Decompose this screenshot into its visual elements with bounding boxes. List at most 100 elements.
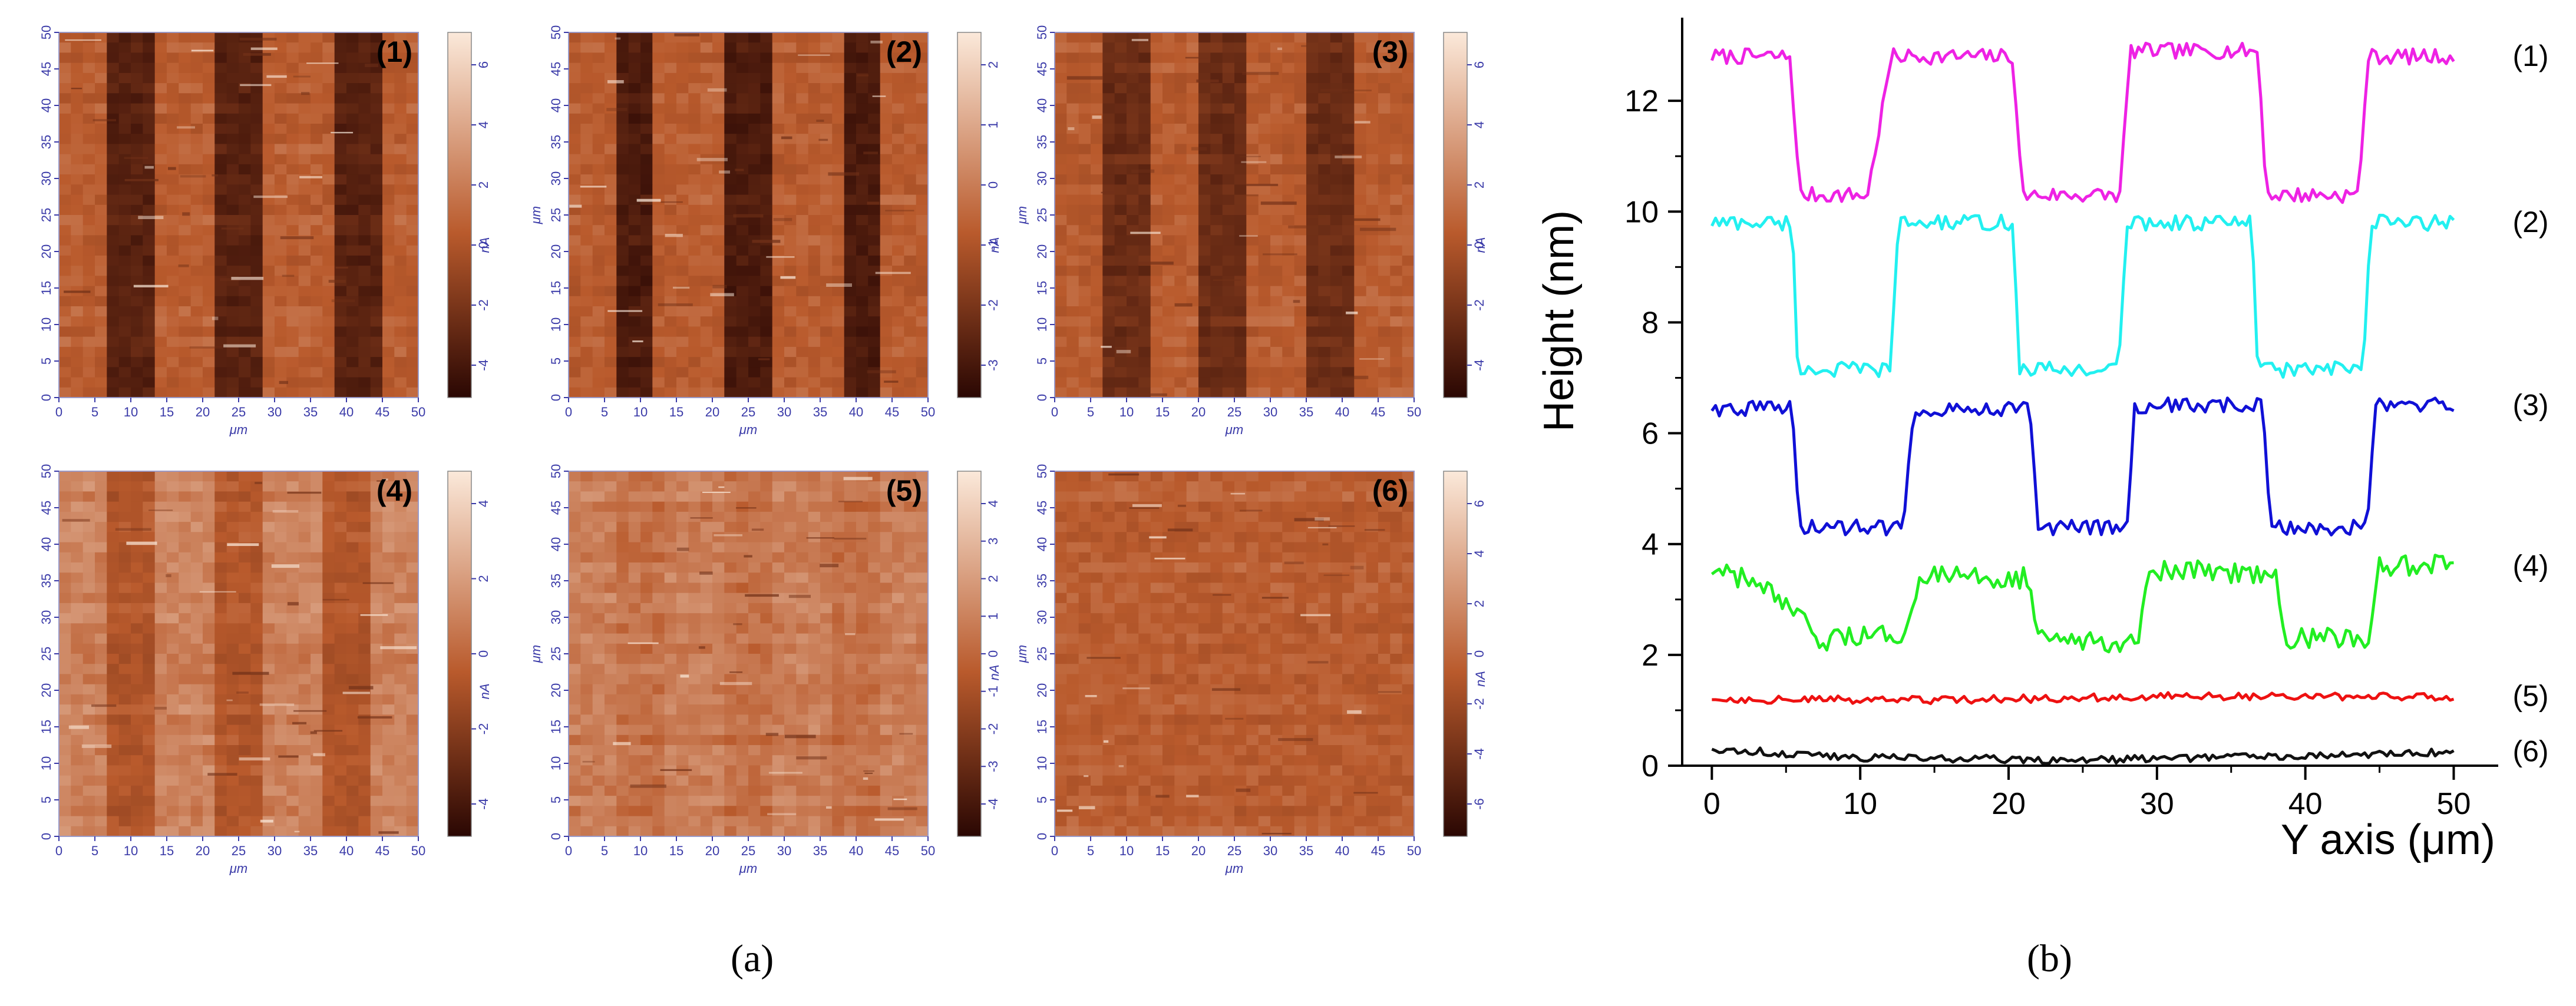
x-tick-label: 15 [1155,843,1170,858]
colorbar [957,471,982,837]
y-tick-label: 5 [1035,796,1049,803]
series-line-4 [1710,554,2454,654]
y-tick-label: 25 [1035,647,1049,661]
colorbar-unit: nA [477,237,492,253]
series-label-1: (1) [2512,39,2548,72]
colorbar [1443,471,1468,837]
x-tick-label: 20 [705,843,719,858]
colorbar-tick-label: 4 [1472,121,1487,128]
colorbar-tick-label: -3 [986,760,1000,772]
y-tick-label: 50 [1035,464,1049,478]
series-line-3 [1710,396,2455,537]
colorbar-tick-label: -2 [1472,299,1487,311]
x-axis-label: μm [1225,422,1243,437]
y-tick-label: 10 [549,756,563,770]
x-tick-label: 35 [813,843,827,858]
y-tick-label: 0 [39,833,54,840]
colorbar-tick-label: -1 [986,239,1000,251]
y-tick-label: 40 [1035,537,1049,551]
x-axis-label: Y axis (μm) [2281,816,2495,863]
x-tick-label: 25 [741,843,755,858]
y-tick-label: 5 [549,796,563,803]
y-tick-label: 35 [549,135,563,149]
colorbar-tick-label: 1 [986,613,1000,620]
y-tick-label: 25 [549,647,563,661]
colorbar-tick-label: -4 [986,798,1000,810]
y-axis-label: μm [529,206,543,224]
colorbar-tick-label: 2 [1472,181,1487,188]
y-tick-label: 5 [1035,358,1049,365]
y-tick-label: 15 [39,720,54,734]
x-tick-label: 40 [339,843,354,858]
colorbar-tick-label: -2 [476,723,491,735]
y-axis-label: μm [1015,206,1029,224]
x-tick-label: 10 [1119,405,1134,419]
x-tick-label: 45 [885,843,899,858]
y-tick-label: 0 [1035,833,1049,840]
x-tick-label: 35 [303,405,318,419]
y-axis-label: μm [529,645,543,663]
colorbar-tick-label: -4 [476,798,491,810]
x-tick-label: 30 [1263,843,1277,858]
y-tick-label: 45 [1035,501,1049,515]
x-tick-label: 0 [55,405,62,419]
colorbar-tick-label: -3 [986,359,1000,371]
y-tick-label: 20 [39,683,54,697]
x-tick-label: 40 [339,405,354,419]
y-tick-label: 30 [1035,610,1049,624]
y-tick-label: 4 [1642,528,1659,562]
x-tick-label: 40 [849,405,863,419]
x-tick-label: 5 [1087,843,1094,858]
x-tick-label: 25 [232,843,246,858]
y-tick-label: 15 [549,281,563,295]
afm-map-6: 0 5 10 15 20 25 30 35 40 45 50μm051015202530354045… [1015,464,1488,876]
map-label: (4) [377,474,412,507]
colorbar-tick-label: 2 [476,181,491,188]
y-tick-label: 40 [39,98,54,112]
panel-b-height-profile-chart: 0 10 20 30 40 50 0 2 4 6 8 10 12 Y axis (μm) Height (n… [1535,18,2549,863]
x-tick-label: 30 [267,405,282,419]
y-tick-label: 50 [549,464,563,478]
y-tick-label: 0 [1642,749,1659,783]
x-axis-label: μm [739,422,757,437]
y-tick-label: 15 [549,720,563,734]
colorbar-tick-label: -2 [986,723,1000,735]
x-tick-label: 35 [813,405,827,419]
afm-map-3: 0 5 10 15 20 25 30 35 40 45 50μm051015202530354045… [1015,25,1488,437]
x-tick-label: 50 [1407,843,1421,858]
colorbar-tick-label: 4 [476,121,491,128]
x-tick-label: 15 [669,843,683,858]
y-tick-label: 10 [39,317,54,332]
x-tick-label: 10 [1843,787,1877,821]
x-tick-label: 10 [1119,843,1134,858]
x-tick-label: 40 [849,843,863,858]
x-tick-label: 15 [1155,405,1170,419]
x-tick-label: 15 [160,843,174,858]
y-tick-label: 45 [39,62,54,76]
map-label: (2) [886,35,922,68]
colorbar-tick-label: 2 [476,575,491,582]
y-tick-label: 2 [1642,638,1659,673]
x-tick-label: 30 [777,405,791,419]
colorbar-tick-label: 6 [476,61,491,68]
panel-b-label: (b) [2027,937,2072,980]
afm-map-5: 0 5 10 15 20 25 30 35 40 45 50μm051015202530354045… [529,464,1002,876]
y-tick-label: 35 [39,135,54,149]
colorbar-tick-label: 0 [1472,650,1487,657]
x-tick-label: 30 [267,843,282,858]
x-tick-label: 50 [2437,787,2471,821]
colorbar [447,471,472,837]
x-tick-label: 5 [601,405,608,419]
y-tick-label: 0 [549,833,563,840]
y-tick-label: 50 [39,25,54,39]
x-tick-label: 40 [1335,405,1349,419]
x-tick-label: 30 [1263,405,1277,419]
colorbar-tick-label: -6 [1472,798,1487,810]
colorbar-tick-label: -2 [1472,698,1487,710]
series-line-6 [1711,746,2455,765]
series-label-2: (2) [2512,206,2548,239]
colorbar-unit: nA [987,664,1002,680]
colorbar-unit: nA [987,237,1002,253]
y-tick-label: 40 [39,537,54,551]
